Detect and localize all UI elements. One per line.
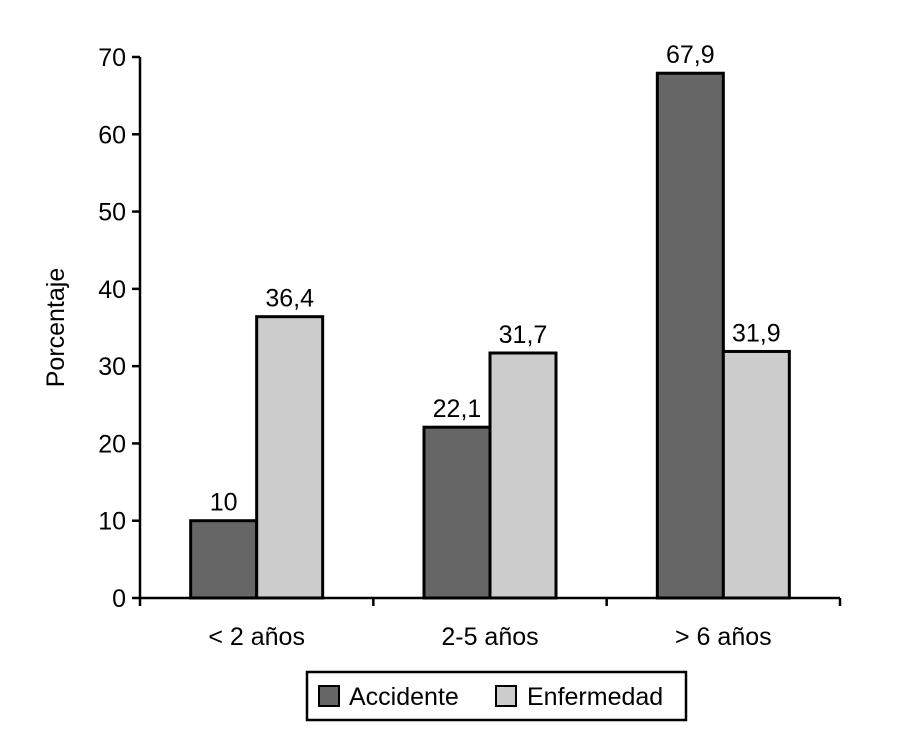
legend-swatch-accidente bbox=[318, 685, 340, 707]
bar-accidente-1 bbox=[422, 425, 492, 600]
x-tick-label: 2-5 años bbox=[441, 623, 538, 651]
value-label: 31,7 bbox=[499, 321, 548, 349]
bar-accidente-0 bbox=[189, 519, 259, 600]
legend-swatch-enfermedad bbox=[495, 685, 517, 707]
axes-group bbox=[132, 55, 842, 606]
bar-accidente-2 bbox=[655, 71, 725, 600]
x-tick-label: > 6 años bbox=[675, 623, 772, 651]
bars-group bbox=[189, 71, 791, 600]
y-tick-label: 40 bbox=[98, 276, 126, 304]
labels-group: 10 36,4 < 2 años 22,1 31,7 2-5 años 67,9 31,9 > … bbox=[42, 41, 781, 651]
value-label: 22,1 bbox=[433, 395, 482, 423]
y-tick-label: 70 bbox=[98, 44, 126, 72]
bar-enfermedad-0 bbox=[255, 315, 325, 600]
legend-label-accidente: Accidente bbox=[349, 683, 459, 711]
legend-label-enfermedad: Enfermedad bbox=[527, 683, 663, 711]
legend: Accidente Enfermedad bbox=[305, 670, 688, 722]
y-tick-label: 30 bbox=[98, 353, 126, 381]
value-label: 31,9 bbox=[732, 319, 781, 347]
y-tick-label: 60 bbox=[98, 121, 126, 149]
y-tick-label: 0 bbox=[112, 585, 126, 613]
value-label: 36,4 bbox=[265, 285, 314, 313]
y-tick-label: 50 bbox=[98, 199, 126, 227]
y-axis-label: Porcentaje bbox=[42, 268, 70, 388]
x-tick-label: < 2 años bbox=[208, 623, 305, 651]
value-label: 67,9 bbox=[666, 41, 715, 69]
bar-enfermedad-1 bbox=[488, 351, 558, 600]
y-tick-label: 10 bbox=[98, 508, 126, 536]
y-tick-label: 20 bbox=[98, 430, 126, 458]
bar-enfermedad-2 bbox=[721, 349, 791, 600]
value-label: 10 bbox=[210, 489, 238, 517]
